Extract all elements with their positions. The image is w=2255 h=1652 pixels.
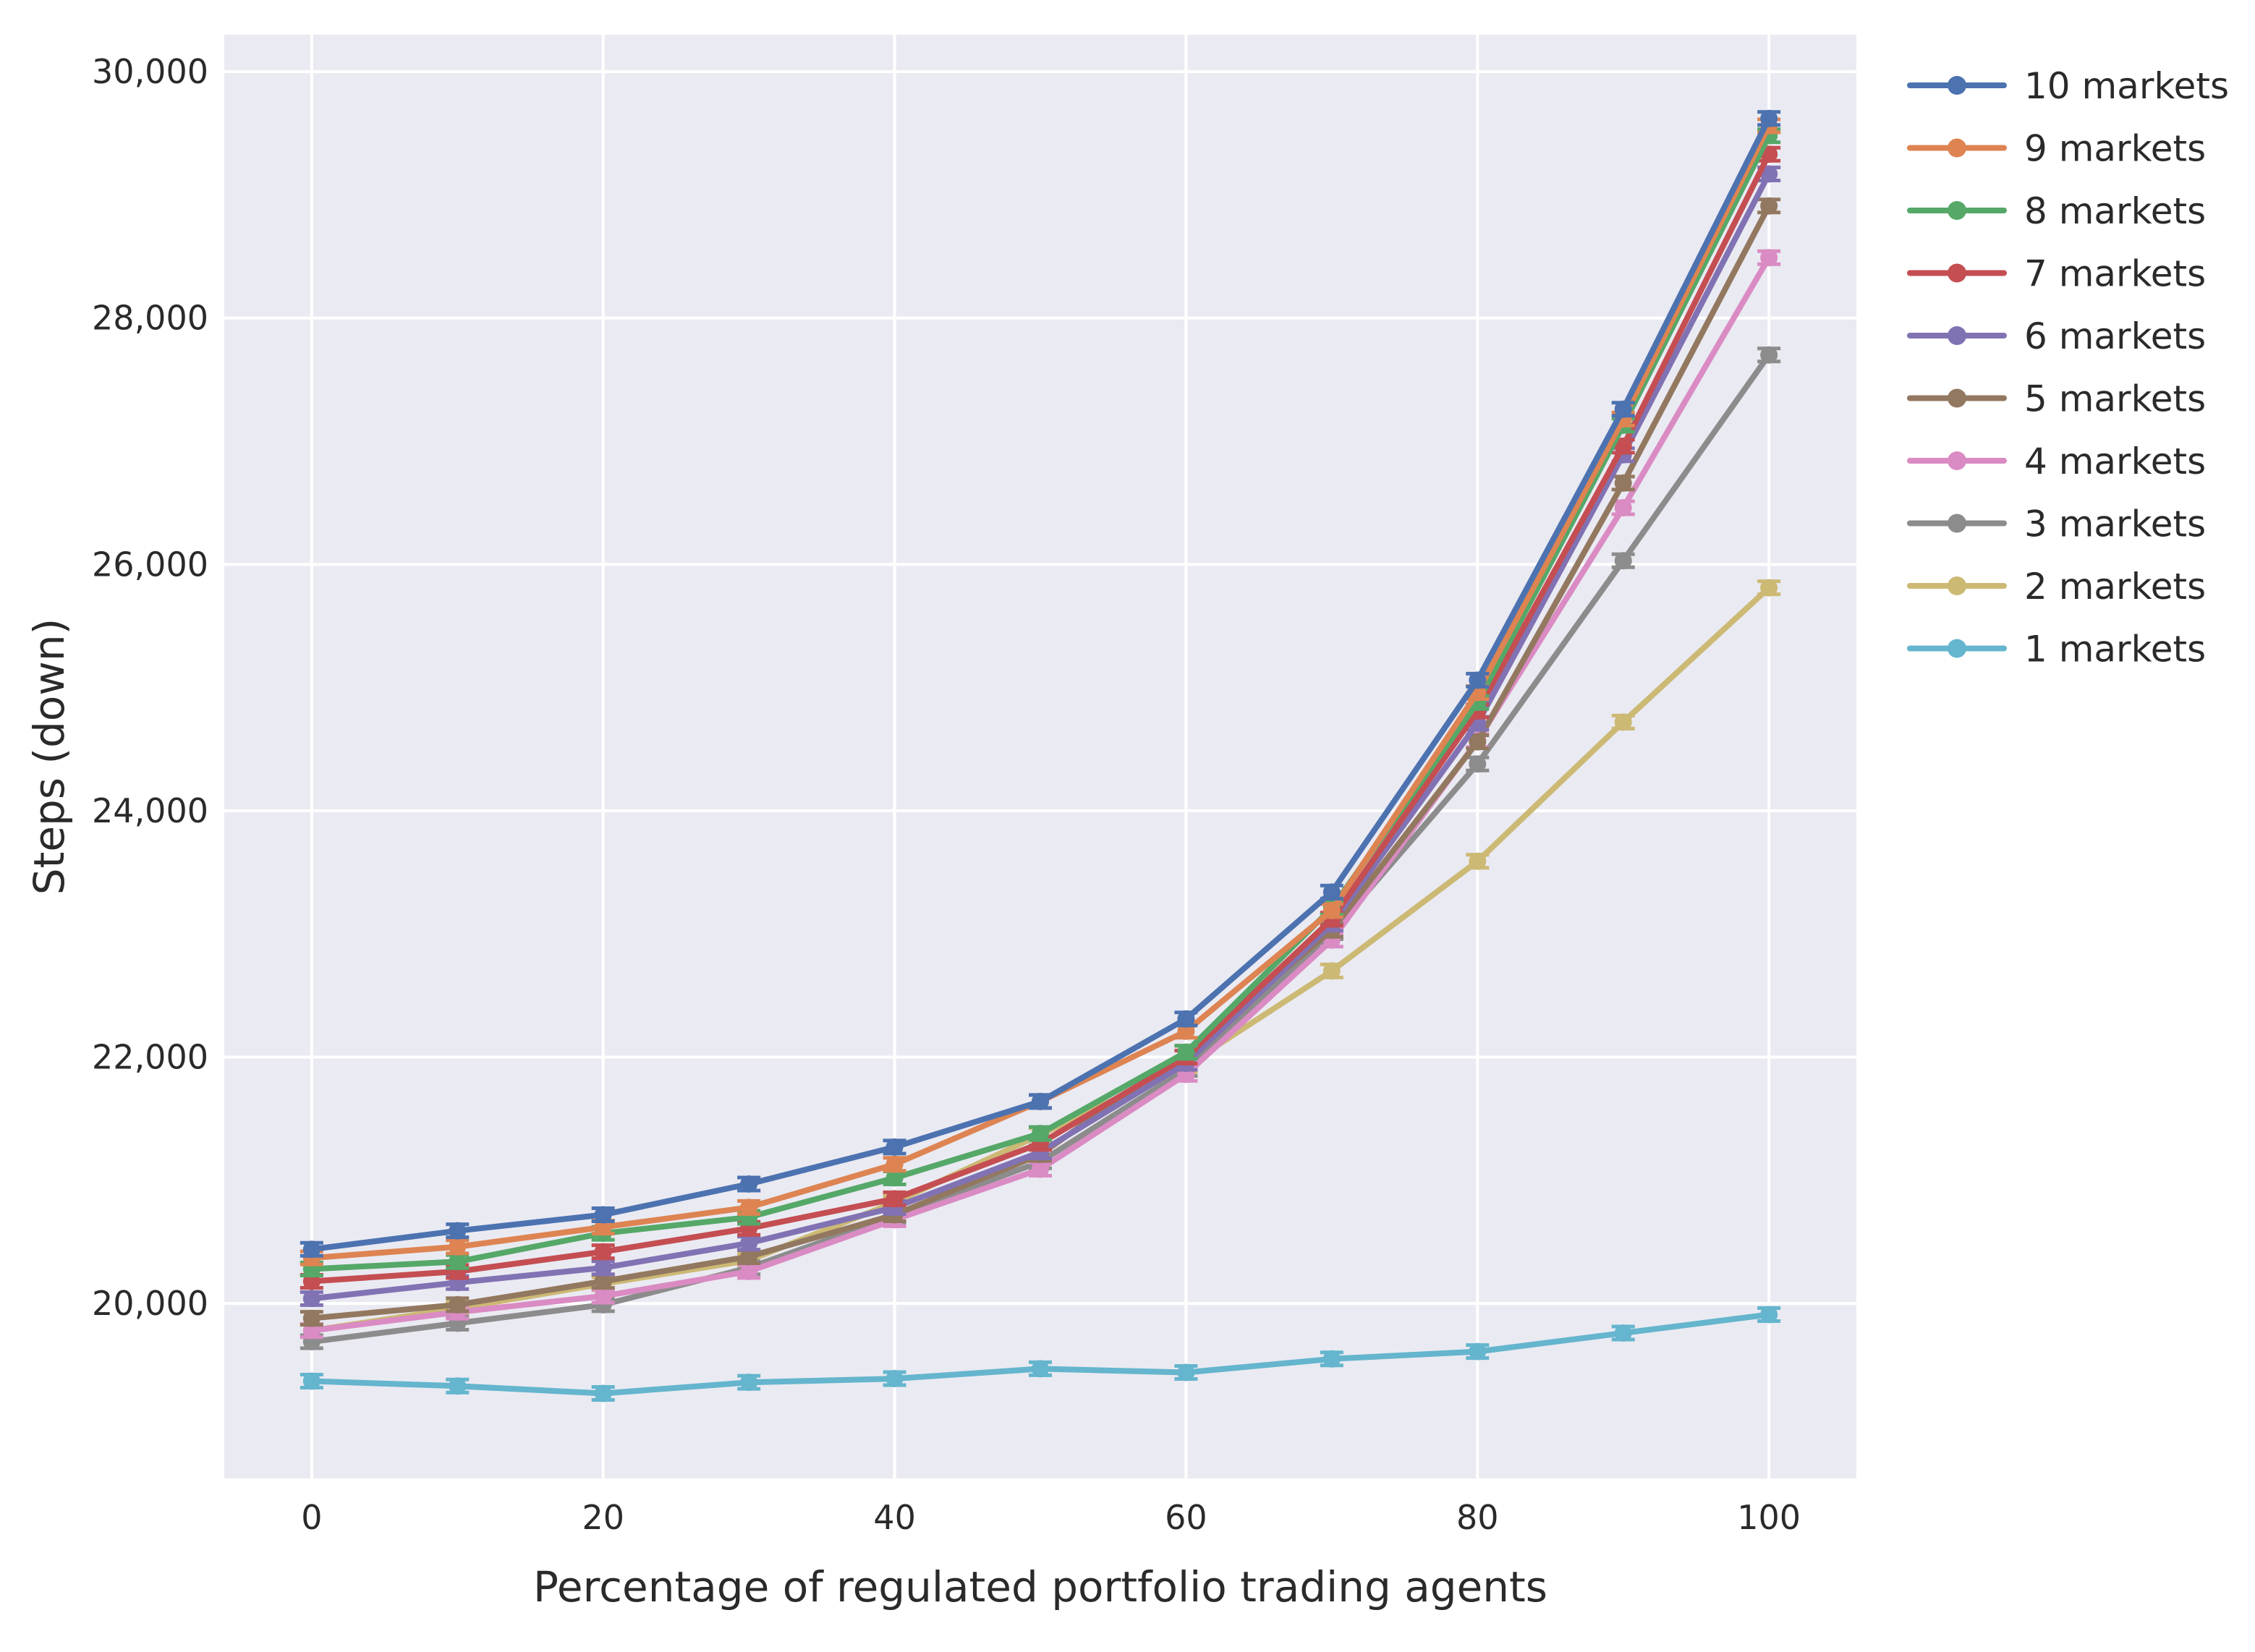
data-point: [594, 1272, 612, 1290]
data-point: [1614, 400, 1632, 418]
y-tick-label: 24,000: [92, 791, 208, 830]
data-point: [449, 1253, 467, 1271]
data-point: [1469, 755, 1487, 773]
data-point: [886, 1155, 904, 1173]
legend-label: 1 markets: [2024, 629, 2206, 670]
data-point: [1322, 883, 1341, 901]
data-point: [1614, 1324, 1632, 1342]
data-point: [449, 1295, 467, 1313]
legend-swatch-marker: [1948, 326, 1966, 345]
data-point: [1760, 109, 1778, 127]
legend-label: 6 markets: [2024, 315, 2206, 357]
data-point: [740, 1374, 758, 1392]
series-lines: [300, 109, 1781, 1402]
axis-tick-labels: 0 20 40 60 80 100 20,000 22,000 24,000 26,000 28,0…: [92, 52, 1801, 1537]
legend-swatch-marker: [1948, 76, 1966, 95]
legend-label: 8 markets: [2024, 190, 2206, 232]
data-point: [1760, 249, 1778, 267]
legend-label: 10 markets: [2024, 65, 2229, 107]
legend-swatch-marker: [1948, 576, 1966, 595]
legend-label: 9 markets: [2024, 128, 2206, 170]
data-point: [1177, 1043, 1195, 1061]
x-tick-label: 20: [582, 1498, 624, 1537]
legend-swatch-marker: [1948, 514, 1966, 533]
data-point: [1614, 437, 1632, 455]
data-point: [1760, 165, 1778, 183]
x-tick-label: 80: [1456, 1498, 1499, 1537]
data-point: [1614, 498, 1632, 516]
data-point: [1177, 1363, 1195, 1381]
x-axis-title: Percentage of regulated portfolio tradin…: [533, 1562, 1547, 1611]
data-point: [886, 1138, 904, 1156]
data-point: [740, 1262, 758, 1280]
data-point: [449, 1238, 467, 1256]
data-point: [1032, 1160, 1049, 1178]
data-point: [1032, 1360, 1049, 1378]
data-point: [1469, 671, 1487, 689]
data-point: [1032, 1125, 1049, 1143]
data-point: [886, 1370, 904, 1388]
data-point: [302, 1309, 320, 1327]
data-point: [302, 1240, 320, 1259]
data-point: [1322, 962, 1341, 980]
series-10-markets: [300, 109, 1781, 1259]
data-point: [302, 1372, 320, 1390]
series-1-markets: [300, 1306, 1781, 1402]
data-point: [1469, 852, 1487, 870]
data-point: [1614, 552, 1632, 570]
data-point: [1614, 474, 1632, 492]
data-point: [449, 1377, 467, 1395]
y-tick-label: 26,000: [92, 545, 208, 584]
data-point: [740, 1234, 758, 1252]
data-point: [302, 1290, 320, 1308]
data-point: [594, 1243, 612, 1261]
x-tick-label: 60: [1165, 1498, 1207, 1537]
legend-swatch-marker: [1948, 639, 1966, 658]
legend-swatch-marker: [1948, 388, 1966, 408]
data-point: [886, 1169, 904, 1187]
data-point: [1469, 733, 1487, 751]
data-point: [449, 1222, 467, 1240]
y-axis-title: Steps (down): [25, 618, 74, 895]
data-point: [740, 1175, 758, 1193]
data-point: [1322, 1350, 1341, 1368]
legend-swatch-marker: [1948, 201, 1966, 220]
data-point: [1032, 1092, 1049, 1110]
data-point: [740, 1198, 758, 1217]
legend-swatch-marker: [1948, 263, 1966, 283]
legend: 10 markets 9 markets 8 markets 7 markets 6 m…: [1907, 65, 2229, 670]
data-point: [594, 1206, 612, 1224]
legend-label: 5 markets: [2024, 378, 2206, 420]
legend-swatch-marker: [1948, 451, 1966, 470]
data-point: [1760, 346, 1778, 364]
y-tick-label: 20,000: [92, 1284, 208, 1323]
legend-swatch-marker: [1948, 138, 1966, 158]
legend-label: 3 markets: [2024, 503, 2206, 545]
data-point: [1177, 1010, 1195, 1028]
data-point: [1469, 1342, 1487, 1361]
data-point: [1760, 579, 1778, 597]
x-tick-label: 0: [301, 1498, 322, 1537]
data-point: [594, 1384, 612, 1402]
data-point: [1760, 197, 1778, 215]
data-point: [594, 1259, 612, 1277]
legend-label: 4 markets: [2024, 440, 2206, 482]
data-point: [594, 1287, 612, 1305]
x-tick-label: 100: [1737, 1498, 1801, 1537]
x-tick-label: 40: [873, 1498, 916, 1537]
data-point: [886, 1190, 904, 1208]
legend-label: 2 markets: [2024, 566, 2206, 608]
y-tick-label: 22,000: [92, 1038, 208, 1077]
y-tick-label: 28,000: [92, 299, 208, 338]
data-point: [1322, 901, 1341, 919]
legend-label: 7 markets: [2024, 253, 2206, 295]
data-point: [740, 1248, 758, 1266]
data-point: [1760, 1306, 1778, 1324]
y-tick-label: 30,000: [92, 52, 208, 91]
data-point: [1614, 713, 1632, 731]
